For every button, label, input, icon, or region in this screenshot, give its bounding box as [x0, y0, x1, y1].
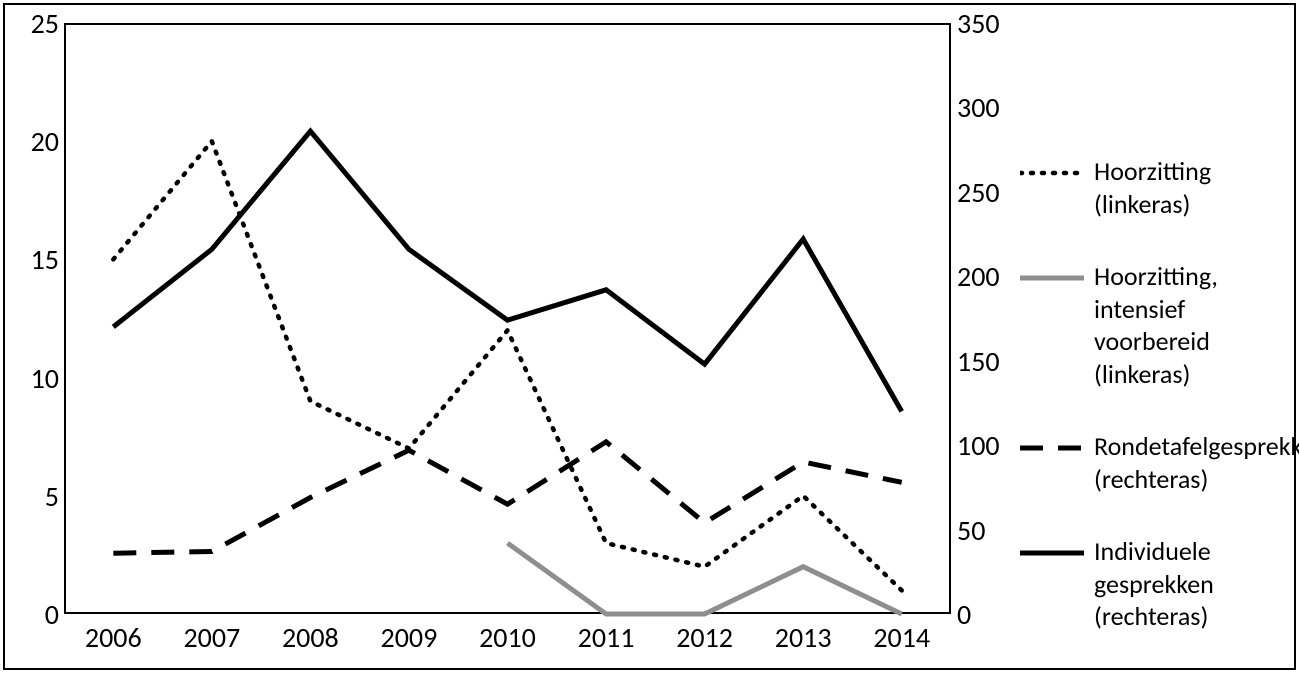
x-tick-label: 2007 [167, 620, 257, 655]
y-left-tick-label: 5 [14, 479, 59, 514]
legend-swatch-rondetafel [1020, 434, 1084, 462]
legend-label: Hoorzitting, intensief voorbereid (linke… [1094, 260, 1290, 390]
y-right-tick-label: 100 [957, 428, 1017, 463]
y-left-tick-label: 20 [14, 124, 59, 159]
y-left-tick-label: 0 [14, 597, 59, 632]
series-line-individuele [113, 131, 901, 411]
x-tick-label: 2013 [758, 620, 848, 655]
y-left-tick-label: 10 [14, 361, 59, 396]
y-right-tick-label: 200 [957, 259, 1017, 294]
x-tick-label: 2008 [265, 620, 355, 655]
y-left-tick-label: 15 [14, 242, 59, 277]
legend-item-hoorzitting: Hoorzitting (linkeras) [1020, 155, 1290, 220]
legend-swatch-hoorzitting_intensief [1020, 264, 1084, 292]
legend-swatch-individuele [1020, 539, 1084, 567]
legend-label: Hoorzitting (linkeras) [1094, 155, 1290, 220]
series-line-hoorzitting [113, 141, 901, 590]
y-right-tick-label: 300 [957, 90, 1017, 125]
legend-label: Individuele gesprekken (rechteras) [1094, 535, 1290, 633]
legend-item-hoorzitting_intensief: Hoorzitting, intensief voorbereid (linke… [1020, 260, 1290, 390]
y-right-tick-label: 350 [957, 6, 1017, 41]
x-tick-label: 2014 [857, 620, 947, 655]
legend-item-individuele: Individuele gesprekken (rechteras) [1020, 535, 1290, 633]
legend-item-rondetafel: Rondetafelgesprekken (rechteras) [1020, 430, 1290, 495]
x-tick-label: 2012 [660, 620, 750, 655]
legend-swatch-hoorzitting [1020, 159, 1084, 187]
chart-frame: 0 5 10 15 20 25 0 50 100 150 200 250 300 350 2006 200… [3, 3, 1296, 670]
chart-svg [64, 23, 951, 614]
x-tick-label: 2011 [561, 620, 651, 655]
y-left-tick-label: 25 [14, 6, 59, 41]
x-tick-label: 2006 [68, 620, 158, 655]
x-tick-label: 2009 [364, 620, 454, 655]
y-right-tick-label: 250 [957, 175, 1017, 210]
series-line-rondetafel [113, 442, 901, 553]
x-tick-label: 2010 [463, 620, 553, 655]
y-right-tick-label: 150 [957, 344, 1017, 379]
series-line-hoorzitting_intensief [508, 543, 902, 614]
legend-label: Rondetafelgesprekken (rechteras) [1094, 430, 1299, 495]
y-right-tick-label: 0 [957, 597, 1017, 632]
y-right-tick-label: 50 [957, 513, 1017, 548]
legend: Hoorzitting (linkeras) Hoorzitting, inten… [1020, 155, 1290, 673]
